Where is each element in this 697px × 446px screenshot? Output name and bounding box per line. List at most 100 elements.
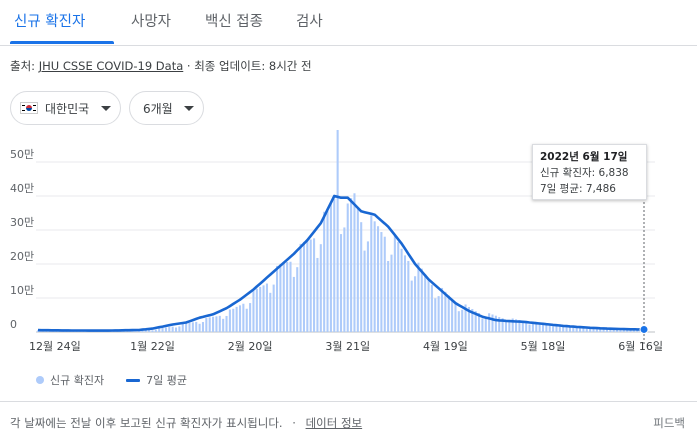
tooltip-cases: 신규 확진자: 6,838 [540,167,629,179]
bar [376,226,380,332]
cases-chart[interactable]: 0 10만 20만 30만 40만 50만 12월 24일 1월 22일 2월 20일 3월 21… [0,130,697,365]
feedback-link[interactable]: 피드백 [653,416,685,430]
bar [494,315,497,332]
y-tick-label: 30만 [10,216,34,229]
bar [185,323,188,332]
tab-new-cases[interactable]: 신규 확진자 [14,14,86,30]
bar [626,329,629,332]
bar [521,321,524,332]
bar-legend-swatch [36,376,44,384]
bar [434,298,437,332]
bar [353,193,356,332]
bar [511,318,514,332]
bar [501,318,504,332]
footer-note: 각 날짜에는 전날 이후 보고된 신규 확진자가 표시됩니다. · 데이터 정보 [10,415,362,431]
chart-tooltip: 2022년 6월 17일 신규 확진자: 6,838 7일 평균: 7,486 [532,144,647,200]
bar [259,286,262,332]
bar [484,317,487,332]
footer-separator: · [292,416,296,430]
bar [562,324,565,332]
tab-bar: 신규 확진자 사망자 백신 접종 검사 [0,0,697,46]
average-line [37,194,645,332]
bar [387,261,390,332]
footer-text: 각 날짜에는 전날 이후 보고된 신규 확진자가 표시됩니다. [10,416,283,430]
bar [417,262,420,332]
chart-legend: 신규 확진자 7일 평균 [36,372,187,388]
bar [578,327,582,332]
bar [545,323,548,332]
y-tick-label: 10만 [10,284,34,297]
bar [518,320,521,332]
bar [228,309,231,332]
bar [622,329,625,332]
bar [393,234,396,332]
tab-deaths[interactable]: 사망자 [131,14,172,30]
region-dropdown[interactable]: 대한민국 [10,91,121,125]
bar [363,250,366,332]
bar [467,307,470,332]
tab-vaccinations[interactable]: 백신 접종 [205,14,263,30]
bar [616,328,619,332]
bar [572,326,575,332]
bar [245,308,248,332]
bar [595,328,598,332]
bar [238,305,242,332]
bar [151,330,154,332]
bar [279,264,282,332]
tab-tests[interactable]: 검사 [296,14,323,30]
bar [612,328,615,332]
bar [168,327,171,332]
bar [275,265,279,332]
bar [599,329,602,332]
bar [575,328,578,332]
bar [373,221,376,332]
bar [447,295,450,332]
bar [299,243,302,332]
bar [302,241,306,332]
x-tick-label: 3월 21일 [325,339,370,353]
x-tick-label: 5월 18일 [521,339,566,353]
bar [504,322,508,332]
data-info-link[interactable]: 데이터 정보 [305,416,363,430]
bar [525,321,528,332]
bar [289,261,292,332]
bar [356,208,359,332]
bar [319,244,322,332]
bar [343,227,346,332]
bar [154,329,157,332]
bar [457,311,460,332]
bar [222,318,225,332]
bar [403,255,407,332]
bar [296,267,299,332]
bar [262,285,265,332]
bar [215,316,218,332]
range-dropdown[interactable]: 6개월 [129,91,204,125]
tooltip-date: 2022년 6월 17일 [540,151,628,163]
range-label: 6개월 [143,101,173,116]
bar [269,292,272,332]
bar [471,309,474,332]
bar [218,315,221,332]
bar [535,321,538,332]
bar [249,303,252,332]
bar [454,302,457,332]
source-link[interactable]: JHU CSSE COVID-19 Data [38,59,184,73]
bar [568,326,571,332]
bar [255,288,258,332]
bar [370,215,373,332]
bar [171,326,174,332]
bar [430,284,433,332]
bar [339,234,343,332]
bar [531,323,534,332]
y-tick-label: 0 [10,318,17,331]
line-legend-swatch [126,378,141,382]
bar [329,203,332,332]
bar [592,327,595,332]
bar [589,327,592,332]
bar [515,319,518,332]
bar [602,328,605,332]
bar [161,327,164,332]
bar [198,323,201,332]
bar [272,284,275,332]
bar [366,241,369,332]
